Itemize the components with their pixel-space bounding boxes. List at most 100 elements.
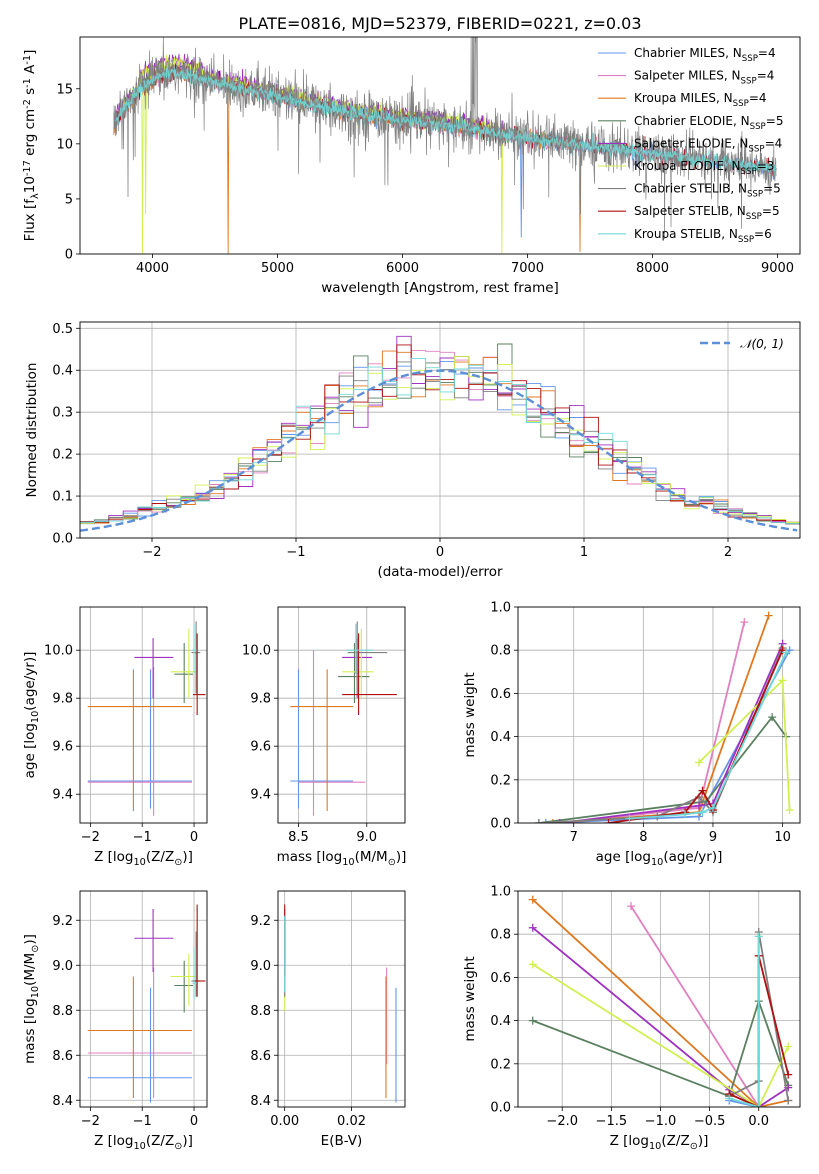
y-tick-label: 8.8 <box>52 1004 73 1019</box>
errorbar-kroupa_elodie <box>342 628 374 699</box>
y-tick-label: 9.4 <box>52 788 73 803</box>
series-kroupa_stelib <box>625 648 791 823</box>
mass-vs-extinction-panel: 0.00 0.02 8.4 8.6 8.8 9.0 9.2 E(B-V) <box>250 890 406 1149</box>
x-tick-label: 7000 <box>511 261 544 276</box>
y-tick-label: 0.2 <box>52 448 73 463</box>
series-point <box>768 713 777 722</box>
errorbar-chabrier_elodie <box>174 960 194 1013</box>
errorbar-salpeter_miles <box>87 667 192 816</box>
x-axis-label: (data-model)/error <box>377 564 503 580</box>
y-tick-label: 9.0 <box>250 959 271 974</box>
y-tick-label: 0.0 <box>52 532 73 547</box>
x-tick-label: 9000 <box>761 261 794 276</box>
series-point <box>784 1070 793 1079</box>
y-tick-label: 9.8 <box>250 692 271 707</box>
y-axis-label: mass [log10(M/M⊙)] <box>22 934 41 1064</box>
x-tick-label: 6000 <box>386 261 419 276</box>
spectrum-plot-area <box>113 37 777 254</box>
series-point <box>725 1094 734 1103</box>
residuals-legend: 𝒩(0, 1) <box>700 337 784 351</box>
x-tick-label: −2 <box>142 545 161 560</box>
legend-label: Salpeter STELIB, NSSP=5 <box>634 204 780 222</box>
y-tick-label: 9.6 <box>52 740 73 755</box>
x-tick-label: −1 <box>286 545 305 560</box>
y-tick-label: 10 <box>56 137 73 152</box>
y-tick-label: 8.4 <box>52 1094 73 1109</box>
x-axis-label: mass [log10(M/M⊙)] <box>277 849 407 868</box>
x-axis-label: Z [log10(Z/Z⊙)] <box>94 849 193 868</box>
series-point <box>785 806 794 815</box>
errorbar-chabrier_miles <box>87 669 192 809</box>
spectrum-legend: Chabrier MILES, NSSP=4 Salpeter MILES, NS… <box>598 46 783 245</box>
x-tick-label: −1.0 <box>645 1114 677 1129</box>
legend-label: Chabrier MILES, NSSP=4 <box>634 46 776 64</box>
errorbar-salpeter_stelib <box>342 633 397 715</box>
series-line <box>538 715 787 823</box>
y-tick-label: 0.3 <box>52 406 73 421</box>
residuals-panel: −2 −1 0 1 2 0.0 0.1 0.2 0.3 0.4 0.5 (data-model)/er… <box>24 321 801 580</box>
histogram-kroupa_stelib <box>80 357 800 524</box>
x-tick-label: 1 <box>580 545 588 560</box>
series-point <box>784 1042 793 1051</box>
y-tick-label: 1.0 <box>490 885 511 900</box>
legend-label: Kroupa STELIB, NSSP=6 <box>634 227 772 245</box>
y-tick-label: 8.8 <box>250 1004 271 1019</box>
series-point <box>764 611 773 620</box>
errorbar-chabrier_stelib <box>191 931 201 997</box>
y-tick-label: 0.1 <box>52 490 73 505</box>
series-point <box>681 810 690 819</box>
errorbar-salpeter_elodie <box>134 909 174 972</box>
series-point <box>778 676 787 685</box>
y-tick-label: 8.4 <box>250 1094 271 1109</box>
y-tick-label: 0.6 <box>490 687 511 702</box>
x-tick-label: 0.0 <box>748 1114 769 1129</box>
errorbar-kroupa_stelib <box>192 623 197 675</box>
series-point <box>754 1103 763 1107</box>
legend-label: Salpeter MILES, NSSP=4 <box>634 69 774 87</box>
x-tick-label: 9 <box>709 830 717 845</box>
series-point <box>626 902 635 911</box>
y-tick-label: 0.0 <box>490 1101 511 1116</box>
series-point <box>604 819 613 823</box>
y-axis-label: mass weight <box>462 672 478 757</box>
series-line <box>629 652 787 820</box>
errorbar-kroupa_miles <box>290 669 354 811</box>
x-tick-label: 0.00 <box>270 1114 299 1129</box>
legend-label: Salpeter ELODIE, NSSP=4 <box>634 136 782 154</box>
massweight-vs-age-frame <box>517 606 801 824</box>
y-axis-label: mass weight <box>462 956 478 1041</box>
series-point <box>754 932 763 941</box>
y-tick-label: 1.0 <box>490 601 511 616</box>
errorbar-salpeter_miles <box>298 650 366 816</box>
series-kroupa_stelib <box>725 932 763 1107</box>
mass-vs-metallicity-panel: −2 −1 0 8.4 8.6 8.8 9.0 9.2 Z [log10(Z/Z⊙)] mass … <box>22 890 208 1152</box>
errorbar-chabrier_stelib <box>191 621 201 694</box>
x-tick-label: 0.02 <box>337 1114 366 1129</box>
x-tick-label: −1.5 <box>596 1114 628 1129</box>
mass-vs-metallicity-plot-area <box>87 904 206 1103</box>
mass-vs-extinction-frame <box>277 890 406 1108</box>
y-tick-label: 5 <box>65 192 73 207</box>
series-point <box>708 803 717 812</box>
x-tick-label: 8000 <box>636 261 669 276</box>
legend-label: Kroupa MILES, NSSP=4 <box>634 91 767 109</box>
x-tick-label: 0 <box>436 545 444 560</box>
y-tick-label: 9.8 <box>52 692 73 707</box>
series-point <box>534 819 543 823</box>
series-line <box>729 936 760 1107</box>
x-tick-label: −1 <box>133 1114 152 1129</box>
y-tick-label: 0.2 <box>490 773 511 788</box>
spectrum-dropout <box>144 84 147 215</box>
x-tick-label: 4000 <box>136 261 169 276</box>
y-tick-label: 10.0 <box>44 644 73 659</box>
errorbar-kroupa_miles <box>87 976 192 1098</box>
x-axis-label: E(B-V) <box>321 1133 363 1149</box>
residuals-plot-area <box>80 335 800 532</box>
x-tick-label: 5000 <box>261 261 294 276</box>
series-line <box>630 905 760 1107</box>
massweight-vs-age-panel: 7 8 9 10 0.0 0.2 0.4 0.6 0.8 1.0 age [log10(age/yr… <box>462 601 801 868</box>
series-point <box>625 814 634 823</box>
y-tick-label: 0.4 <box>490 730 511 745</box>
legend-label: Chabrier STELIB, NSSP=5 <box>634 182 781 200</box>
